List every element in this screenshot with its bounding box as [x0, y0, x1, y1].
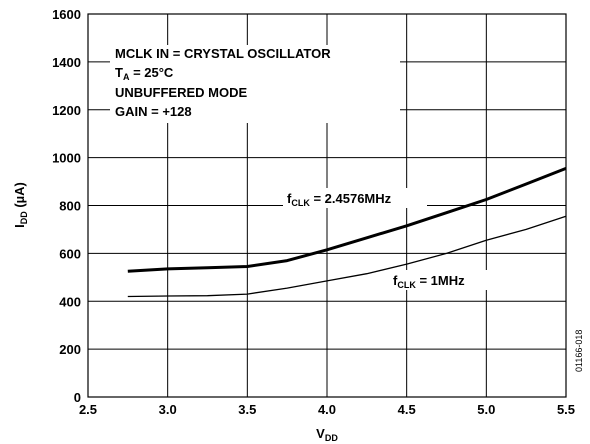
- y-tick-label: 1000: [52, 151, 81, 166]
- annotation-background: [110, 45, 400, 123]
- series-label-bg-1: [283, 188, 427, 208]
- annotation-mode: UNBUFFERED MODE: [115, 85, 247, 100]
- y-tick-label: 200: [59, 342, 81, 357]
- series-label-2-4576mhz: fCLK = 2.4576MHz: [287, 191, 392, 208]
- x-tick-label: 3.5: [238, 402, 256, 417]
- y-tick-label: 1600: [52, 7, 81, 22]
- figure-id: 01166-018: [574, 330, 584, 372]
- x-tick-label: 4.0: [318, 402, 336, 417]
- x-tick-label: 2.5: [79, 402, 97, 417]
- annotation-temperature: TA = 25°C: [115, 65, 174, 82]
- series-line-1mhz: [127, 215, 567, 298]
- y-axis-label: IDD (µA): [12, 182, 29, 228]
- series-lines: [127, 167, 567, 298]
- y-tick-label: 800: [59, 199, 81, 214]
- series-line-2-4576mhz: [127, 167, 567, 273]
- annotation-gain: GAIN = +128: [115, 104, 192, 119]
- x-tick-label: 3.0: [159, 402, 177, 417]
- y-tick-labels: 0 200 400 600 800 1000 1200 1400 1600: [52, 7, 81, 405]
- x-tick-label: 4.5: [398, 402, 416, 417]
- x-tick-label: 5.5: [557, 402, 575, 417]
- y-tick-label: 600: [59, 246, 81, 261]
- y-tick-label: 1400: [52, 55, 81, 70]
- x-tick-label: 5.0: [477, 402, 495, 417]
- y-tick-label: 0: [74, 390, 81, 405]
- annotation-mclk: MCLK IN = CRYSTAL OSCILLATOR: [115, 46, 331, 61]
- series-label-bg-2: [390, 270, 490, 290]
- x-tick-labels: 2.5 3.0 3.5 4.0 4.5 5.0 5.5: [79, 402, 575, 417]
- y-tick-label: 400: [59, 294, 81, 309]
- plot-area-border: [87, 13, 567, 398]
- y-tick-label: 1200: [52, 103, 81, 118]
- x-axis-label: VDD: [316, 426, 338, 443]
